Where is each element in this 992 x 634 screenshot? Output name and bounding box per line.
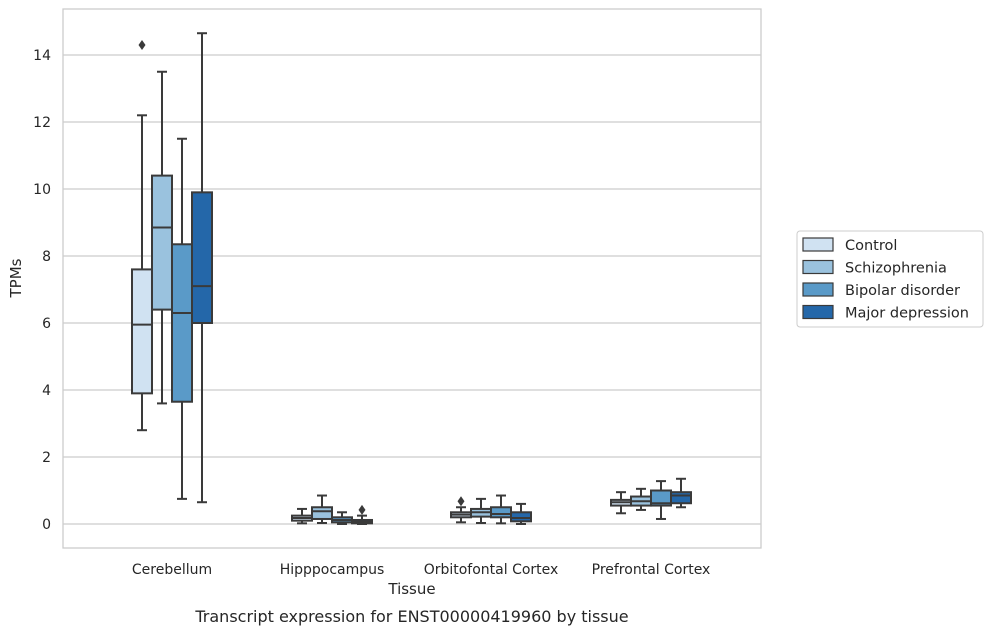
y-tick-label: 12 bbox=[33, 115, 51, 131]
box-plot bbox=[151, 70, 173, 405]
box bbox=[490, 506, 512, 519]
box-plot bbox=[450, 496, 472, 524]
legend: Control Schizophrenia Bipolar disorder Majo… bbox=[796, 230, 984, 328]
box-plot bbox=[171, 137, 193, 500]
box-plot bbox=[331, 511, 353, 525]
y-tick-label: 14 bbox=[33, 48, 51, 64]
box-plot bbox=[470, 497, 492, 524]
plot-area-frame bbox=[62, 8, 762, 549]
box-plot bbox=[351, 504, 373, 525]
legend-item: Control bbox=[802, 237, 897, 254]
box-plot bbox=[131, 39, 153, 432]
box-plot bbox=[490, 494, 512, 525]
legend-label: Major depression bbox=[845, 306, 969, 322]
box bbox=[151, 174, 173, 311]
x-tick-label: Orbitofontal Cortex bbox=[424, 562, 559, 578]
y-tick-label: 2 bbox=[42, 450, 51, 466]
x-tick-label: Prefrontal Cortex bbox=[592, 562, 711, 578]
box-plot bbox=[311, 494, 333, 524]
box-plot bbox=[510, 502, 532, 525]
box bbox=[670, 491, 692, 505]
box bbox=[311, 506, 333, 520]
legend-item: Major depression bbox=[802, 304, 969, 322]
chart-caption: Transcript expression for ENST0000041996… bbox=[194, 607, 628, 626]
legend-item: Bipolar disorder bbox=[802, 282, 960, 299]
legend-frame bbox=[796, 230, 984, 328]
box bbox=[171, 243, 193, 403]
x-tick-labels: Cerebellum Hipppocampus Orbitofontal Corte… bbox=[132, 562, 710, 578]
y-tick-label: 4 bbox=[42, 383, 51, 399]
outlier-point bbox=[138, 39, 146, 50]
legend-label: Control bbox=[845, 238, 897, 254]
outlier-point bbox=[358, 504, 366, 515]
x-axis-label: Tissue bbox=[387, 580, 435, 598]
box-plot bbox=[191, 32, 213, 504]
y-tick-label: 10 bbox=[33, 182, 51, 198]
box-plot bbox=[610, 491, 632, 515]
y-tick-label: 6 bbox=[42, 316, 51, 332]
legend-swatch bbox=[802, 237, 834, 252]
legend-label: Schizophrenia bbox=[845, 261, 947, 277]
x-tick-label: Hipppocampus bbox=[280, 562, 385, 578]
box-plot bbox=[670, 477, 692, 509]
legend-swatch bbox=[802, 304, 834, 320]
box bbox=[510, 511, 532, 523]
y-tick-labels: 0 2 4 6 8 10 12 14 bbox=[33, 48, 51, 533]
y-tick-label: 8 bbox=[42, 249, 51, 265]
box-plot bbox=[291, 507, 313, 525]
legend-swatch bbox=[802, 282, 834, 297]
y-axis-label: TPMs bbox=[7, 258, 25, 298]
legend-label: Bipolar disorder bbox=[845, 283, 960, 299]
y-tick-label: 0 bbox=[42, 517, 51, 533]
box bbox=[191, 191, 213, 324]
legend-swatch bbox=[802, 259, 834, 275]
box-plot bbox=[630, 487, 652, 511]
box-plots bbox=[131, 32, 692, 525]
box bbox=[131, 268, 153, 395]
legend-item: Schizophrenia bbox=[802, 259, 947, 277]
x-tick-label: Cerebellum bbox=[132, 562, 212, 578]
outlier-point bbox=[457, 496, 465, 507]
box-plot bbox=[650, 480, 672, 520]
